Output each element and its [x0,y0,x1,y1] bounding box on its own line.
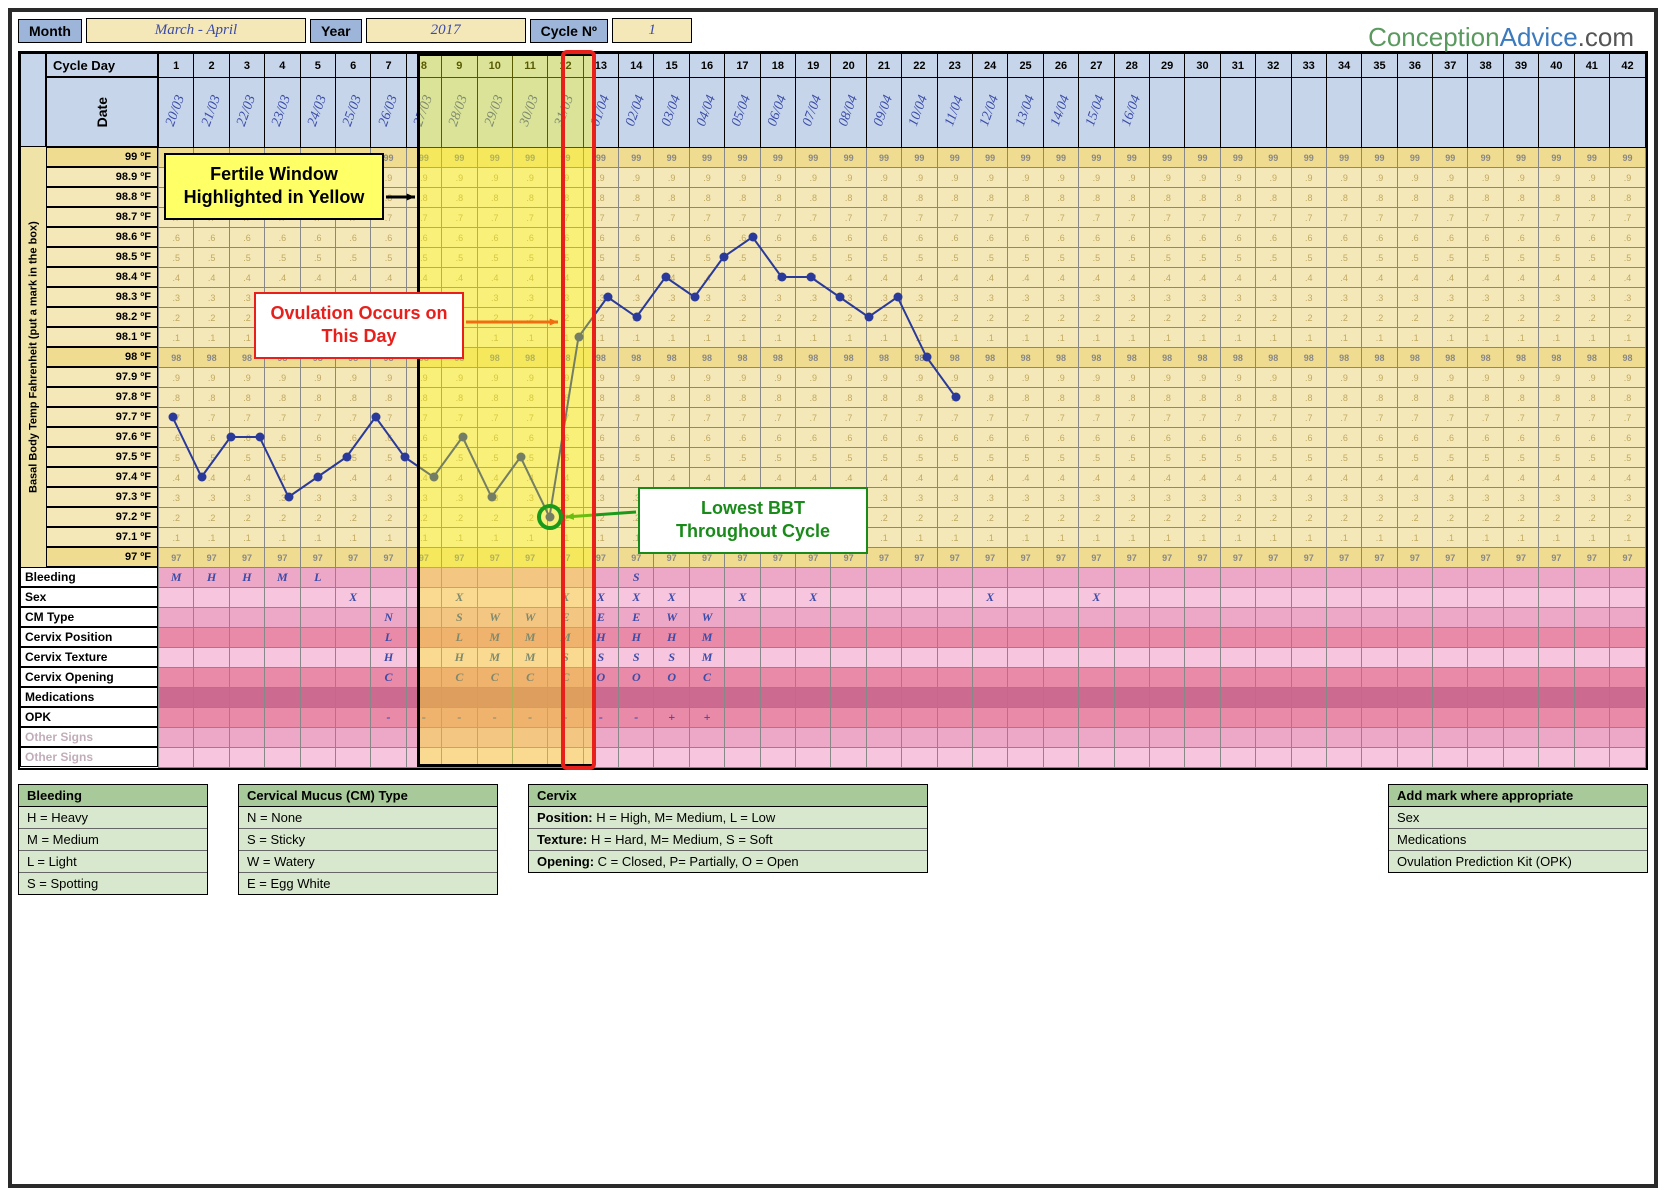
track-row-labels: BleedingSexCM TypeCervix PositionCervix … [20,567,158,767]
chart-body: Cycle Day Date Basal Body Temp Fahrenhei… [18,51,1648,770]
data-grid: 1234567891011121314151617181920212223242… [158,53,1646,768]
chart-frame: Month March - April Year 2017 Cycle Nº 1… [8,8,1658,1188]
month-value: March - April [86,18,306,43]
bbt-vertical-label: Basal Body Temp Fahrenheit (put a mark i… [20,147,46,567]
date-header-label: Date [46,77,158,147]
cycleday-label: Cycle Day [46,53,158,77]
temp-row-labels: 99 ºF98.9 ºF98.8 ºF98.7 ºF98.6 ºF98.5 ºF… [46,147,158,567]
left-labels: Cycle Day Date Basal Body Temp Fahrenhei… [20,53,158,768]
month-label: Month [18,19,82,43]
cycle-value: 1 [612,18,692,43]
brand-logo: ConceptionAdvice.com [1368,22,1634,53]
legend-section: BleedingH = HeavyM = MediumL = LightS = … [18,784,1648,895]
year-label: Year [310,19,362,43]
cycle-label: Cycle Nº [530,19,608,43]
year-value: 2017 [366,18,526,43]
